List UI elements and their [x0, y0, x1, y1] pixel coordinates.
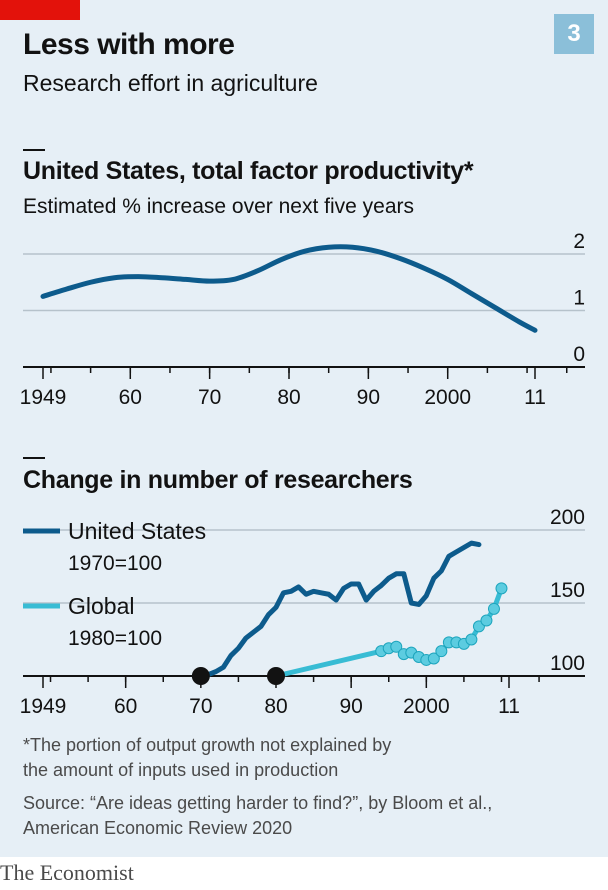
- global-data-point: [465, 633, 478, 646]
- x-tick-label: 90: [339, 695, 362, 718]
- brand-red-tab: [0, 0, 80, 20]
- y-tick-label: 200: [550, 506, 585, 529]
- source-line-2: American Economic Review 2020: [23, 818, 293, 838]
- x-tick-label: 2000: [403, 695, 450, 718]
- global-data-point: [495, 582, 508, 595]
- global-data-point: [435, 645, 448, 658]
- legend-us-note: 1970=100: [68, 552, 162, 575]
- global-data-point: [487, 602, 500, 615]
- x-tick-label: 90: [357, 386, 380, 409]
- footnote-line-2: the amount of inputs used in production: [23, 760, 339, 780]
- y-tick-label: 100: [550, 652, 585, 675]
- us-index-start-marker: [191, 667, 210, 685]
- x-tick-label: 60: [119, 386, 142, 409]
- y-tick-label: 0: [573, 343, 585, 366]
- y-tick-label: 150: [550, 579, 585, 602]
- y-tick-label: 1: [573, 287, 585, 310]
- footnote-line-1: *The portion of output growth not explai…: [23, 735, 392, 755]
- chart2-title: Change in number of researchers: [23, 466, 413, 494]
- series-line-global-researchers: [275, 587, 504, 679]
- x-tick-label: 60: [114, 695, 137, 718]
- global-index-start-marker: [267, 667, 285, 685]
- section-rule-2: [23, 457, 45, 459]
- x-tick-label: 70: [198, 386, 221, 409]
- x-tick-label: 1949: [20, 695, 67, 718]
- legend-global-label: Global: [68, 593, 134, 619]
- global-data-point: [427, 652, 440, 665]
- x-tick-label: 11: [524, 386, 546, 409]
- charts-svg: 0 1 2 1949 60 70 80 90 2000 11 100 150 200 1949 60 70 8…: [20, 230, 585, 718]
- publication-logo: The Economist: [0, 860, 134, 885]
- chart1-subtitle: Estimated % increase over next five year…: [23, 195, 415, 218]
- chart-number-badge: 3: [554, 14, 594, 54]
- global-data-point: [480, 614, 493, 627]
- x-tick-label: 80: [277, 386, 300, 409]
- section-rule-1: [23, 149, 45, 151]
- x-tick-label: 80: [264, 695, 287, 718]
- legend-us-label: United States: [68, 518, 206, 544]
- x-tick-label: 11: [498, 695, 520, 718]
- series-line-us-researchers: [198, 540, 482, 679]
- x-tick-label: 2000: [424, 386, 471, 409]
- chart1-title: United States, total factor productivity…: [23, 157, 474, 185]
- y-tick-label: 2: [573, 230, 585, 253]
- x-tick-label: 70: [189, 695, 212, 718]
- page-title: Less with more: [23, 28, 235, 61]
- series-line-us-tfp: [40, 244, 538, 333]
- global-data-point: [390, 640, 403, 653]
- x-tick-label: 1949: [20, 386, 67, 409]
- page-subtitle: Research effort in agriculture: [23, 70, 318, 96]
- legend-global-note: 1980=100: [68, 627, 162, 650]
- source-line-1: Source: “Are ideas getting harder to fin…: [23, 793, 493, 813]
- chart-panel: [0, 0, 608, 857]
